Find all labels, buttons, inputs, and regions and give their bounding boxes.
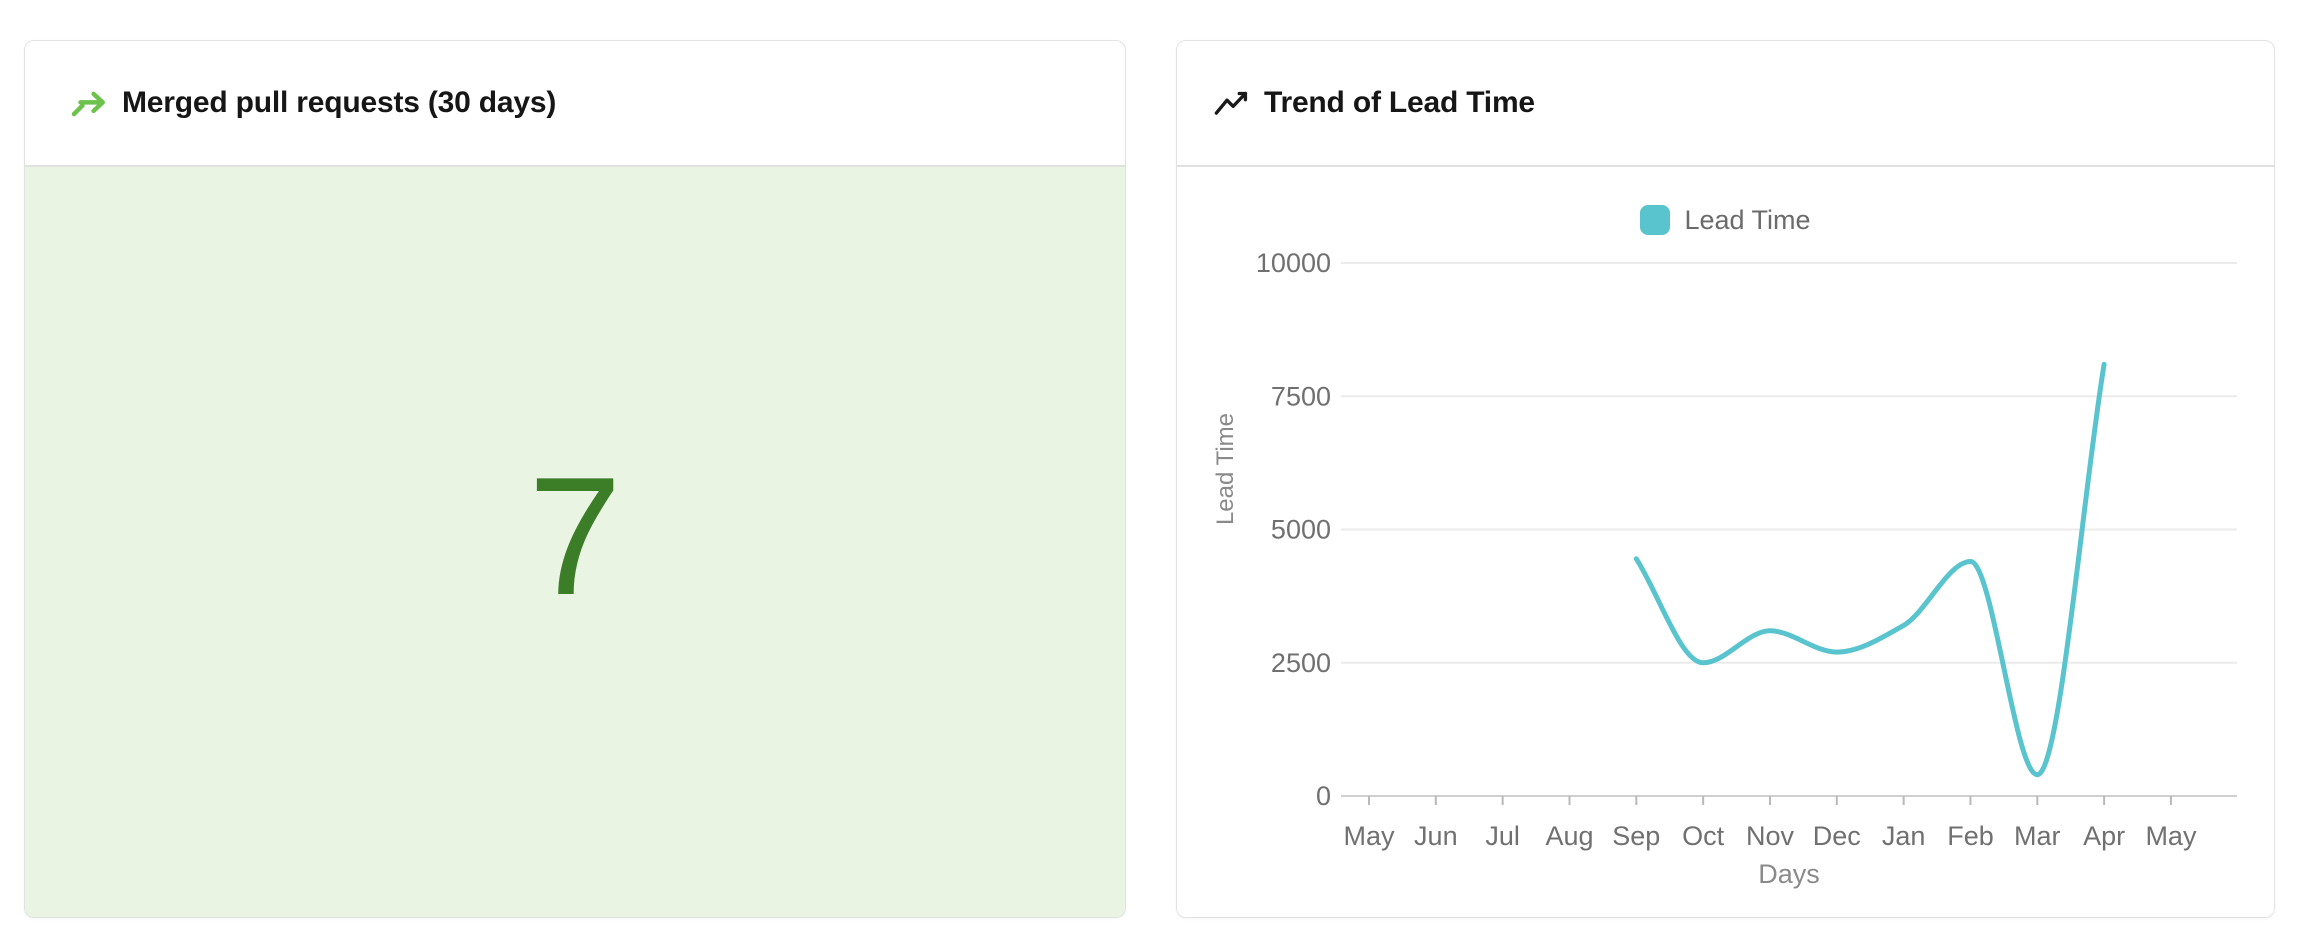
y-tick-label: 0: [1316, 781, 1331, 811]
x-tick-label: May: [1343, 821, 1395, 851]
legend-swatch: [1640, 205, 1671, 235]
merged-pr-card-header: Merged pull requests (30 days): [25, 41, 1125, 165]
x-tick-label: Dec: [1813, 821, 1861, 851]
merge-arrow-icon: [71, 91, 105, 117]
y-axis-title: Lead Time: [1212, 412, 1239, 526]
lead-time-card-divider: [1177, 165, 2274, 167]
x-tick-label: May: [2145, 821, 2197, 851]
x-tick-label: Sep: [1612, 821, 1660, 851]
lead-time-line: [1633, 361, 2107, 778]
lead-time-chart-svg[interactable]: 0 2500 5000 7500 10000 May Jun Jul Aug Sep Oct Nov D…: [1177, 167, 2272, 918]
merged-pr-card-title: Merged pull requests (30 days): [122, 86, 557, 119]
merged-pr-stat-panel: 7: [25, 167, 1125, 917]
x-axis-title: Days: [1758, 859, 1820, 889]
x-tick-label: Jan: [1882, 821, 1926, 851]
y-tick-label: 5000: [1271, 515, 1331, 545]
merged-pr-card-divider: [25, 165, 1125, 167]
x-tick-label: Jun: [1414, 821, 1458, 851]
merged-pull-requests-card: Merged pull requests (30 days) 7: [24, 40, 1126, 918]
x-tick-label: Mar: [2014, 821, 2061, 851]
chart-legend: Lead Time: [1177, 203, 2274, 237]
legend-item-lead-time[interactable]: Lead Time: [1640, 204, 1811, 236]
y-tick-label: 7500: [1271, 381, 1331, 411]
x-tick-label: Oct: [1682, 821, 1725, 851]
x-tick-label: Jul: [1485, 821, 1520, 851]
legend-label: Lead Time: [1684, 204, 1811, 235]
lead-time-chart-area[interactable]: 0 2500 5000 7500 10000 May Jun Jul Aug Sep Oct Nov D…: [1177, 167, 2274, 917]
trend-up-icon: [1214, 91, 1248, 115]
x-tick-label: Aug: [1545, 821, 1593, 851]
merged-pr-count-value: 7: [528, 442, 622, 630]
x-tick-label: Nov: [1746, 821, 1795, 851]
y-tick-label: 2500: [1271, 648, 1331, 678]
x-tick-label: Feb: [1947, 821, 1994, 851]
y-tick-label: 10000: [1256, 248, 1331, 278]
lead-time-card-title: Trend of Lead Time: [1264, 86, 1535, 119]
x-tick-label: Apr: [2083, 821, 2125, 851]
lead-time-card-header: Trend of Lead Time: [1177, 41, 2274, 165]
lead-time-trend-card: Trend of Lead Time 0 2500 5000 7500 10000 May…: [1176, 40, 2275, 918]
